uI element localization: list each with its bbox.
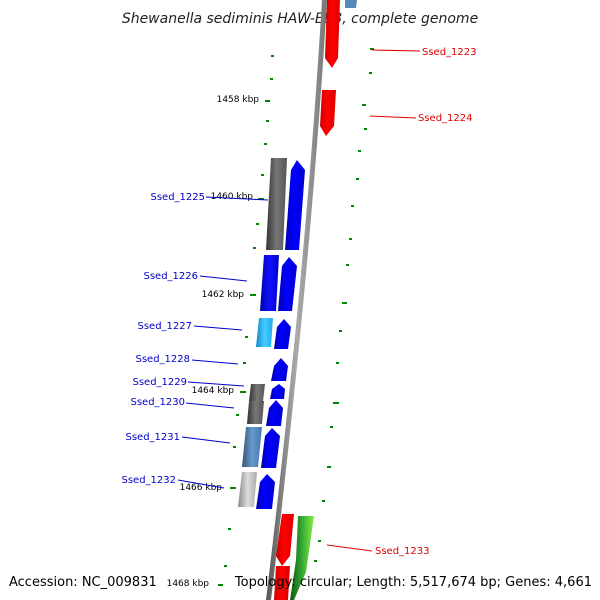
cog-box bbox=[290, 516, 314, 600]
map-title: Shewanella sediminis HAW-EB3, complete g… bbox=[122, 11, 478, 27]
gene-label-ssed-1232[interactable]: Ssed_1232 bbox=[121, 475, 176, 486]
gene-ssed-1228[interactable] bbox=[271, 358, 288, 381]
gene-ssed-1224[interactable] bbox=[320, 90, 336, 136]
cog-box bbox=[260, 255, 279, 311]
gene-label-ssed-1229[interactable]: Ssed_1229 bbox=[132, 377, 187, 388]
gc-ticks bbox=[218, 48, 374, 586]
ruler-label: 1466 kbp bbox=[180, 483, 223, 493]
genome-summary-text: Topology: circular; Length: 5,517,674 bp… bbox=[234, 575, 592, 590]
cog-box bbox=[266, 158, 287, 250]
gene-ssed-1223[interactable] bbox=[325, 0, 357, 68]
gene-label-ssed-1226[interactable]: Ssed_1226 bbox=[143, 271, 198, 282]
gene-ssed-1225[interactable] bbox=[266, 158, 305, 250]
gene-label-ssed-1231[interactable]: Ssed_1231 bbox=[125, 432, 180, 443]
ruler-label: 1468 kbp bbox=[167, 579, 210, 589]
gene-ssed-1232[interactable] bbox=[238, 472, 275, 509]
accession-text: Accession: NC_009831 bbox=[9, 575, 157, 590]
gene-label-ssed-1228[interactable]: Ssed_1228 bbox=[135, 354, 190, 365]
gene-ssed-1229[interactable] bbox=[249, 384, 285, 401]
ruler-label: 1460 kbp bbox=[211, 192, 254, 202]
cog-box bbox=[345, 0, 357, 8]
cog-box bbox=[256, 318, 273, 347]
gene-label-ssed-1224[interactable]: Ssed_1224 bbox=[418, 113, 473, 124]
cog-box bbox=[249, 384, 265, 401]
gene-ssed-1227[interactable] bbox=[256, 318, 291, 349]
gene-label-ssed-1223[interactable]: Ssed_1223 bbox=[422, 47, 477, 58]
cog-box bbox=[242, 427, 262, 467]
gene-labels: Ssed_1223 Ssed_1224 Ssed_1225 Ssed_1226 … bbox=[121, 47, 476, 557]
cog-box bbox=[247, 401, 264, 424]
ruler-labels: 1458 kbp 1460 kbp 1462 kbp 1464 kbp 1466… bbox=[167, 95, 260, 589]
gene-label-ssed-1227[interactable]: Ssed_1227 bbox=[137, 321, 192, 332]
gene-ssed-1231[interactable] bbox=[242, 427, 280, 468]
gene-label-ssed-1233[interactable]: Ssed_1233 bbox=[375, 546, 430, 557]
ruler-label: 1462 kbp bbox=[202, 290, 245, 300]
ruler-label: 1458 kbp bbox=[217, 95, 260, 105]
gene-label-ssed-1225[interactable]: Ssed_1225 bbox=[150, 192, 205, 203]
gene-ssed-1226[interactable] bbox=[260, 255, 297, 311]
gene-ssed-1230[interactable] bbox=[247, 400, 283, 426]
gene-ssed-1233[interactable] bbox=[274, 514, 314, 600]
ruler-label: 1464 kbp bbox=[192, 386, 235, 396]
gene-label-ssed-1230[interactable]: Ssed_1230 bbox=[130, 397, 185, 408]
forward-strand bbox=[238, 158, 305, 509]
reverse-strand bbox=[274, 0, 357, 600]
cog-box bbox=[238, 472, 257, 507]
genome-backbone bbox=[266, 0, 327, 600]
